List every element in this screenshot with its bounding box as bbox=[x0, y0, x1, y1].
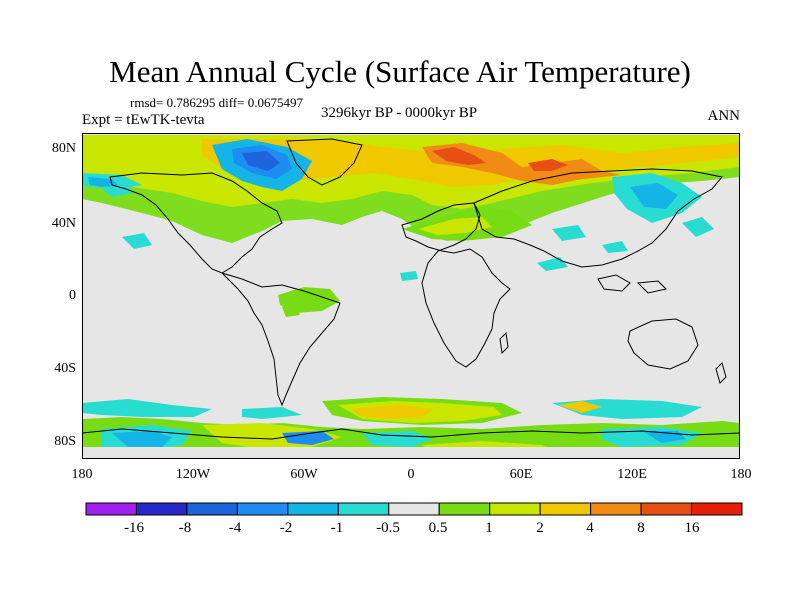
colorbar-label: 0.5 bbox=[428, 520, 448, 536]
temperature-difference-map bbox=[82, 133, 741, 459]
lon-label-60e: 60E bbox=[509, 467, 533, 482]
coastlines bbox=[82, 138, 741, 440]
colorbar-swatch bbox=[388, 502, 440, 516]
colorbar-label: 1 bbox=[485, 520, 493, 536]
southern-anomaly-field bbox=[82, 397, 740, 459]
colorbar-swatch bbox=[85, 502, 137, 516]
colorbar-swatch bbox=[438, 502, 491, 516]
lat-label-80s: 80S bbox=[54, 434, 76, 449]
colorbar-swatch bbox=[186, 502, 238, 516]
colorbar-swatch bbox=[287, 502, 339, 516]
colorbar-label: -1 bbox=[330, 520, 344, 536]
south-america-outline bbox=[221, 272, 341, 407]
lon-label-60w: 60W bbox=[290, 467, 318, 482]
colorbar-label: 16 bbox=[684, 520, 700, 536]
north-america-outline bbox=[109, 172, 283, 274]
colorbar-label: -4 bbox=[228, 520, 242, 536]
colorbar-swatch bbox=[539, 502, 592, 516]
season-label: ANN bbox=[707, 108, 741, 124]
period-label: 3296kyr BP - 0000kyr BP bbox=[321, 105, 478, 121]
colorbar-swatch bbox=[135, 502, 188, 516]
maritime-continent-outline bbox=[597, 274, 631, 292]
asia-outline bbox=[473, 168, 723, 268]
colorbar-swatch bbox=[691, 502, 743, 516]
lat-label-40n: 40N bbox=[51, 216, 76, 231]
colorbar bbox=[85, 502, 743, 516]
antarctica-outline bbox=[82, 428, 741, 440]
colorbar-swatch bbox=[236, 502, 289, 516]
lat-label-equator: 0 bbox=[69, 288, 76, 303]
colorbar-label: 2 bbox=[536, 520, 544, 536]
experiment-label: Expt = tEwTK-tevta bbox=[82, 112, 205, 128]
lon-label-120e: 120E bbox=[617, 467, 647, 482]
colorbar-swatch bbox=[590, 502, 642, 516]
map-frame bbox=[82, 133, 740, 459]
lon-label-180w: 180 bbox=[71, 467, 93, 482]
lat-label-80n: 80N bbox=[51, 141, 76, 156]
colorbar-label: -16 bbox=[124, 520, 144, 536]
australia-outline bbox=[627, 318, 699, 370]
lon-label-0: 0 bbox=[407, 467, 415, 482]
colorbar-swatch bbox=[640, 502, 693, 516]
lon-label-180e: 180 bbox=[730, 467, 752, 482]
colorbar-label: 8 bbox=[637, 520, 645, 536]
colorbar-swatch bbox=[337, 502, 390, 516]
colorbar-label: 4 bbox=[586, 520, 594, 536]
lon-label-120w: 120W bbox=[175, 467, 211, 482]
colorbar-label: -8 bbox=[178, 520, 192, 536]
colorbar-swatch bbox=[489, 502, 541, 516]
plot-title: Mean Annual Cycle (Surface Air Temperatu… bbox=[109, 54, 691, 89]
rmsd-diff-stats: rmsd= 0.786295 diff= 0.0675497 bbox=[130, 95, 303, 110]
lat-label-40s: 40S bbox=[54, 361, 76, 376]
colorbar-label: -2 bbox=[279, 520, 293, 536]
greenland-outline bbox=[286, 138, 363, 186]
colorbar-label: -0.5 bbox=[376, 520, 400, 536]
midlatitude-anomaly-field bbox=[102, 173, 714, 317]
